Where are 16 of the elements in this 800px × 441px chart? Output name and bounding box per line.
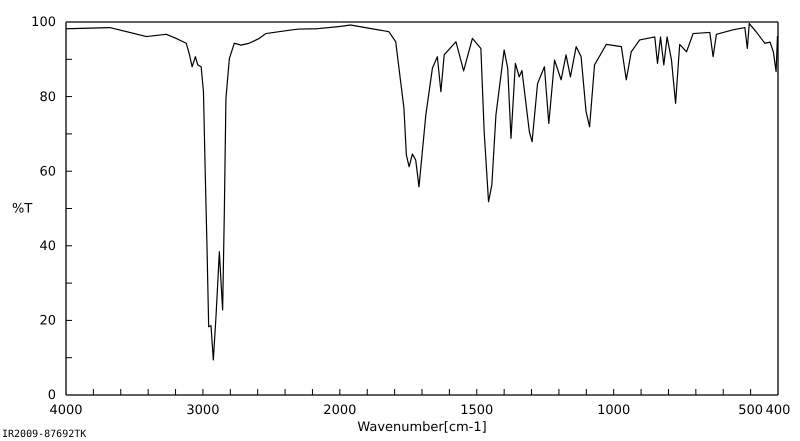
x-tick-label: 2000	[323, 403, 356, 418]
y-tick-label: 0	[48, 388, 56, 404]
x-tick-label: 1500	[460, 403, 494, 418]
y-tick-label: 100	[31, 15, 56, 30]
x-tick-label: 500	[738, 403, 764, 418]
x-tick-label: 400	[766, 403, 790, 418]
y-tick-label: 40	[39, 238, 56, 254]
y-tick-label: 60	[39, 164, 56, 180]
x-tick-label: 4000	[49, 403, 83, 418]
y-tick-label: 20	[39, 314, 56, 329]
x-tick-label: 1000	[597, 403, 630, 418]
x-axis-title: Wavenumber[cm-1]	[357, 420, 487, 435]
text: IR2009-87692TK	[2, 429, 86, 440]
x-tick-label: 3000	[186, 403, 220, 418]
y-axis-title: %T	[12, 202, 32, 216]
y-tick-label: 80	[39, 90, 56, 105]
